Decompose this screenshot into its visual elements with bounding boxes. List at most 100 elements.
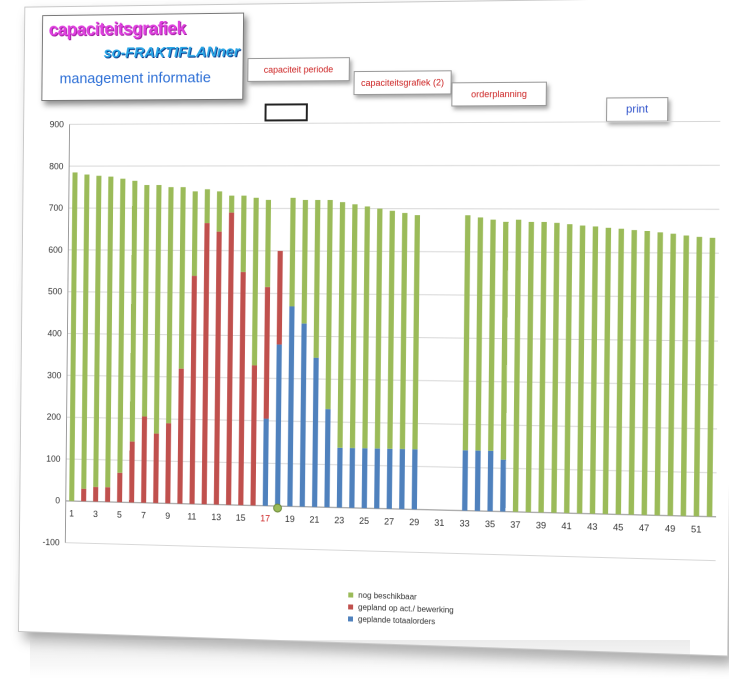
legend-entry: geplande totaalorders	[348, 612, 454, 627]
title-line-2: so-FRAKTIFLANner	[104, 43, 240, 61]
bar-segment	[81, 489, 86, 502]
x-tick-label: 47	[639, 523, 650, 534]
bar-segment	[603, 228, 611, 514]
bar-segment	[263, 419, 269, 506]
legend-swatch	[348, 592, 353, 597]
gridline	[69, 165, 720, 166]
bar-segment	[375, 209, 383, 449]
bar-segment	[463, 215, 471, 450]
x-tick-label: 43	[587, 522, 597, 533]
x-tick-label: 37	[510, 520, 520, 531]
bar-segment	[337, 448, 343, 508]
x-tick-label: 33	[459, 518, 469, 528]
bar-segment	[289, 198, 295, 307]
bar-segment	[349, 448, 355, 508]
x-tick-label: 27	[384, 517, 394, 527]
y-tick-label: 800	[49, 161, 63, 171]
chart-legend: nog beschikbaar gepland op act./ bewerkin…	[348, 588, 454, 627]
y-tick-label: 400	[47, 328, 61, 338]
bar-segment	[105, 177, 113, 488]
bar-segment	[707, 238, 715, 517]
gridline	[65, 543, 715, 561]
bar-segment	[226, 213, 234, 505]
x-tick-label: 21	[309, 515, 319, 525]
bar-segment	[300, 323, 307, 506]
bar-segment	[105, 487, 110, 502]
title-line-3: management informatie	[60, 69, 211, 87]
title-line-1: capaciteitsgrafiek	[49, 18, 186, 40]
y-tick-label: 100	[46, 454, 60, 464]
bar-segment	[117, 179, 125, 473]
bar-segment	[302, 200, 308, 324]
bar-segment	[250, 365, 257, 505]
tab-label: capaciteitsgrafiek (2)	[361, 77, 444, 88]
bar-segment	[265, 200, 271, 287]
bar-segment	[324, 409, 330, 507]
bar-segment	[214, 232, 222, 505]
x-tick-label: 7	[141, 510, 146, 520]
bar-segment	[487, 451, 493, 512]
bar-segment	[93, 176, 101, 487]
bar-segment	[668, 234, 676, 516]
bar-segment	[179, 187, 186, 369]
bar-segment	[412, 449, 418, 509]
gridline	[70, 121, 721, 124]
bar-segment	[616, 229, 624, 515]
bar-segment	[399, 449, 405, 509]
bar-segment	[400, 213, 408, 449]
bar-segment	[387, 449, 393, 509]
capacity-chart: -10001002003004005006007008009001 3 5 7 9 11 1…	[20, 109, 729, 582]
x-tick-label: 15	[236, 513, 246, 523]
legend-label: nog beschikbaar	[358, 590, 417, 601]
title-card: capaciteitsgrafiek so-FRAKTIFLANner mana…	[41, 13, 244, 101]
bar-segment	[488, 220, 496, 451]
bar-segment	[681, 236, 689, 517]
x-tick-label: 17	[260, 513, 270, 523]
bar-segment	[166, 187, 174, 423]
legend-label: geplande totaalorders	[358, 614, 435, 626]
x-tick-label: 13	[211, 512, 221, 522]
tab-capaciteit-periode[interactable]: capaciteit periode	[247, 57, 350, 82]
bar-segment	[229, 196, 234, 213]
x-tick-label: 31	[434, 518, 444, 528]
bar-segment	[325, 200, 332, 409]
x-tick-label: 19	[285, 514, 295, 524]
bar-segment	[655, 232, 663, 515]
chart-sheet: capaciteitsgrafiek so-FRAKTIFLANner mana…	[18, 0, 729, 657]
y-tick-label: 700	[49, 203, 63, 213]
bar-segment	[252, 198, 259, 366]
bar-segment	[642, 231, 650, 515]
bar-segment	[177, 369, 183, 504]
y-tick-label: -100	[43, 537, 60, 547]
bar-segment	[314, 200, 321, 358]
x-tick-label: 45	[613, 522, 624, 533]
x-tick-label: 1	[69, 509, 74, 519]
x-tick-label: 51	[691, 524, 702, 535]
bar-segment	[141, 416, 147, 502]
tab-orderplanning[interactable]: orderplanning	[451, 82, 547, 107]
y-tick-label: 200	[47, 412, 61, 422]
tab-label: capaciteit periode	[264, 64, 334, 75]
x-tick-label: 9	[165, 511, 170, 521]
bar-segment	[412, 215, 420, 449]
x-tick-label: 23	[334, 515, 344, 525]
bar-segment	[153, 434, 159, 504]
x-tick-label: 5	[117, 510, 122, 520]
tab-capaciteitsgrafiek-2[interactable]: capaciteitsgrafiek (2)	[353, 70, 451, 95]
bar-segment	[275, 344, 282, 506]
bar-segment	[93, 487, 98, 502]
bar-segment	[205, 189, 210, 223]
bar-segment	[501, 222, 509, 460]
bar-segment	[362, 448, 368, 508]
bar-segment	[129, 441, 135, 502]
bar-segment	[217, 191, 223, 231]
y-tick-label: 0	[55, 496, 60, 506]
y-tick-label: 500	[48, 287, 62, 297]
x-tick-label: 11	[187, 512, 196, 522]
bar-segment	[362, 206, 370, 448]
legend-swatch	[348, 616, 353, 621]
bar-segment	[81, 175, 89, 489]
x-tick-label: 35	[485, 519, 495, 530]
bar-segment	[241, 196, 247, 272]
bar-segment	[374, 448, 380, 508]
